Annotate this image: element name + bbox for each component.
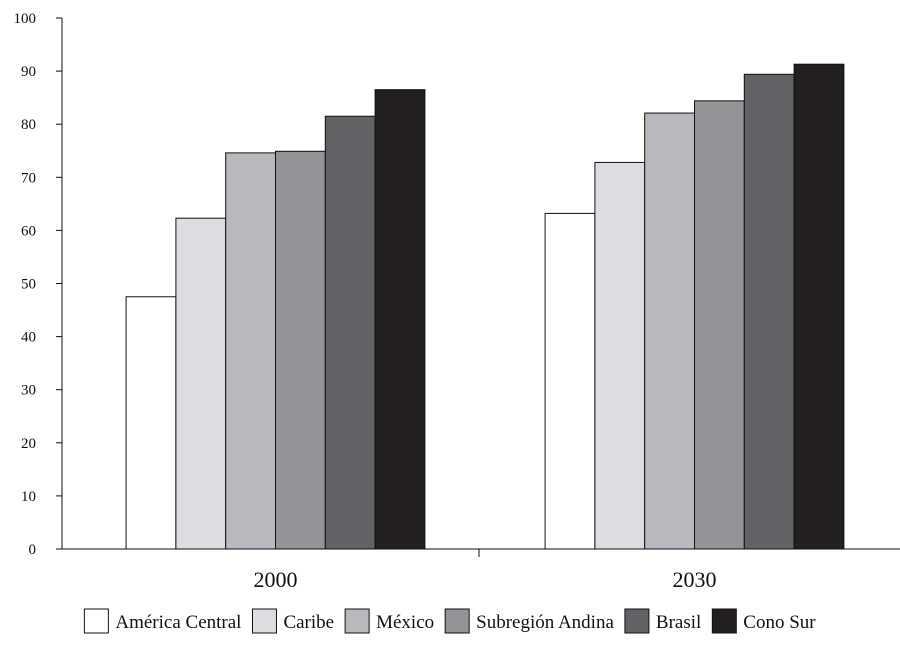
- legend: América Central Caribe México Subregión And…: [83, 608, 816, 634]
- y-tick-label: 20: [21, 436, 36, 452]
- legend-swatch: [624, 608, 650, 634]
- bar-2030-cono-sur: [793, 63, 845, 550]
- bar-2030-méxico: [644, 112, 696, 550]
- legend-item: Caribe: [251, 608, 334, 634]
- legend-item: México: [344, 608, 434, 634]
- bar-2030-subregión-andina: [694, 100, 745, 550]
- x-category-label: 2030: [673, 567, 717, 592]
- y-tick-label: 10: [21, 489, 36, 505]
- legend-item: Subregión Andina: [444, 608, 614, 634]
- bar-2000-brasil: [324, 115, 376, 550]
- y-tick-label: 70: [21, 170, 36, 186]
- bar-2000-américa-central: [125, 296, 177, 550]
- legend-swatch: [83, 608, 109, 634]
- legend-item: Cono Sur: [711, 608, 816, 634]
- bar-2000-caribe: [175, 217, 227, 550]
- legend-label: Cono Sur: [743, 612, 816, 633]
- legend-label: México: [376, 612, 434, 633]
- legend-label: América Central: [115, 612, 241, 633]
- y-tick-label: 90: [21, 64, 36, 80]
- bar-2000-cono-sur: [374, 89, 426, 550]
- legend-swatch: [344, 608, 370, 634]
- bar-2030-américa-central: [544, 212, 596, 550]
- x-category-label: 2000: [254, 567, 298, 592]
- y-tick-label: 50: [21, 277, 36, 293]
- y-tick-label: 0: [29, 542, 37, 558]
- bar-2000-méxico: [225, 152, 276, 550]
- legend-swatch: [251, 608, 277, 634]
- y-tick-label: 40: [21, 330, 36, 346]
- bars: [125, 63, 845, 550]
- y-tick-label: 30: [21, 383, 36, 399]
- legend-label: Caribe: [283, 612, 334, 633]
- y-tick-label: 80: [21, 117, 36, 133]
- bar-2030-caribe: [594, 161, 646, 550]
- bar-2030-brasil: [743, 73, 795, 550]
- bar-2000-subregión-andina: [275, 150, 326, 550]
- legend-item: América Central: [83, 608, 241, 634]
- legend-item: Brasil: [624, 608, 701, 634]
- legend-label: Subregión Andina: [476, 612, 614, 633]
- y-tick-label: 100: [14, 11, 37, 27]
- legend-swatch: [444, 608, 470, 634]
- y-tick-label: 60: [21, 223, 36, 239]
- legend-swatch: [711, 608, 737, 634]
- legend-label: Brasil: [656, 612, 701, 633]
